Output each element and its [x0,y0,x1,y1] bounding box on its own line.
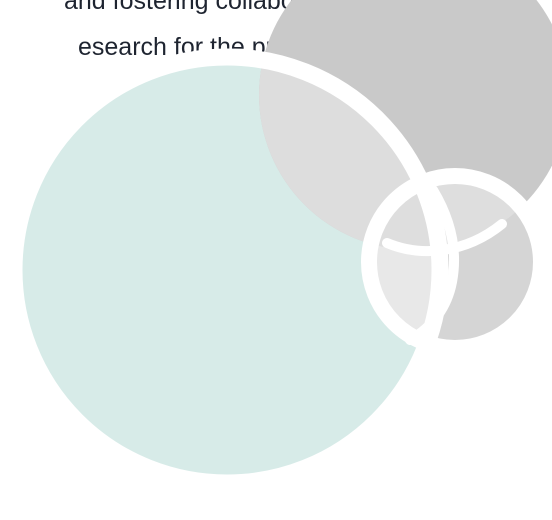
upper-overlap-region [369,176,541,250]
white-separator-lines [5,48,549,492]
